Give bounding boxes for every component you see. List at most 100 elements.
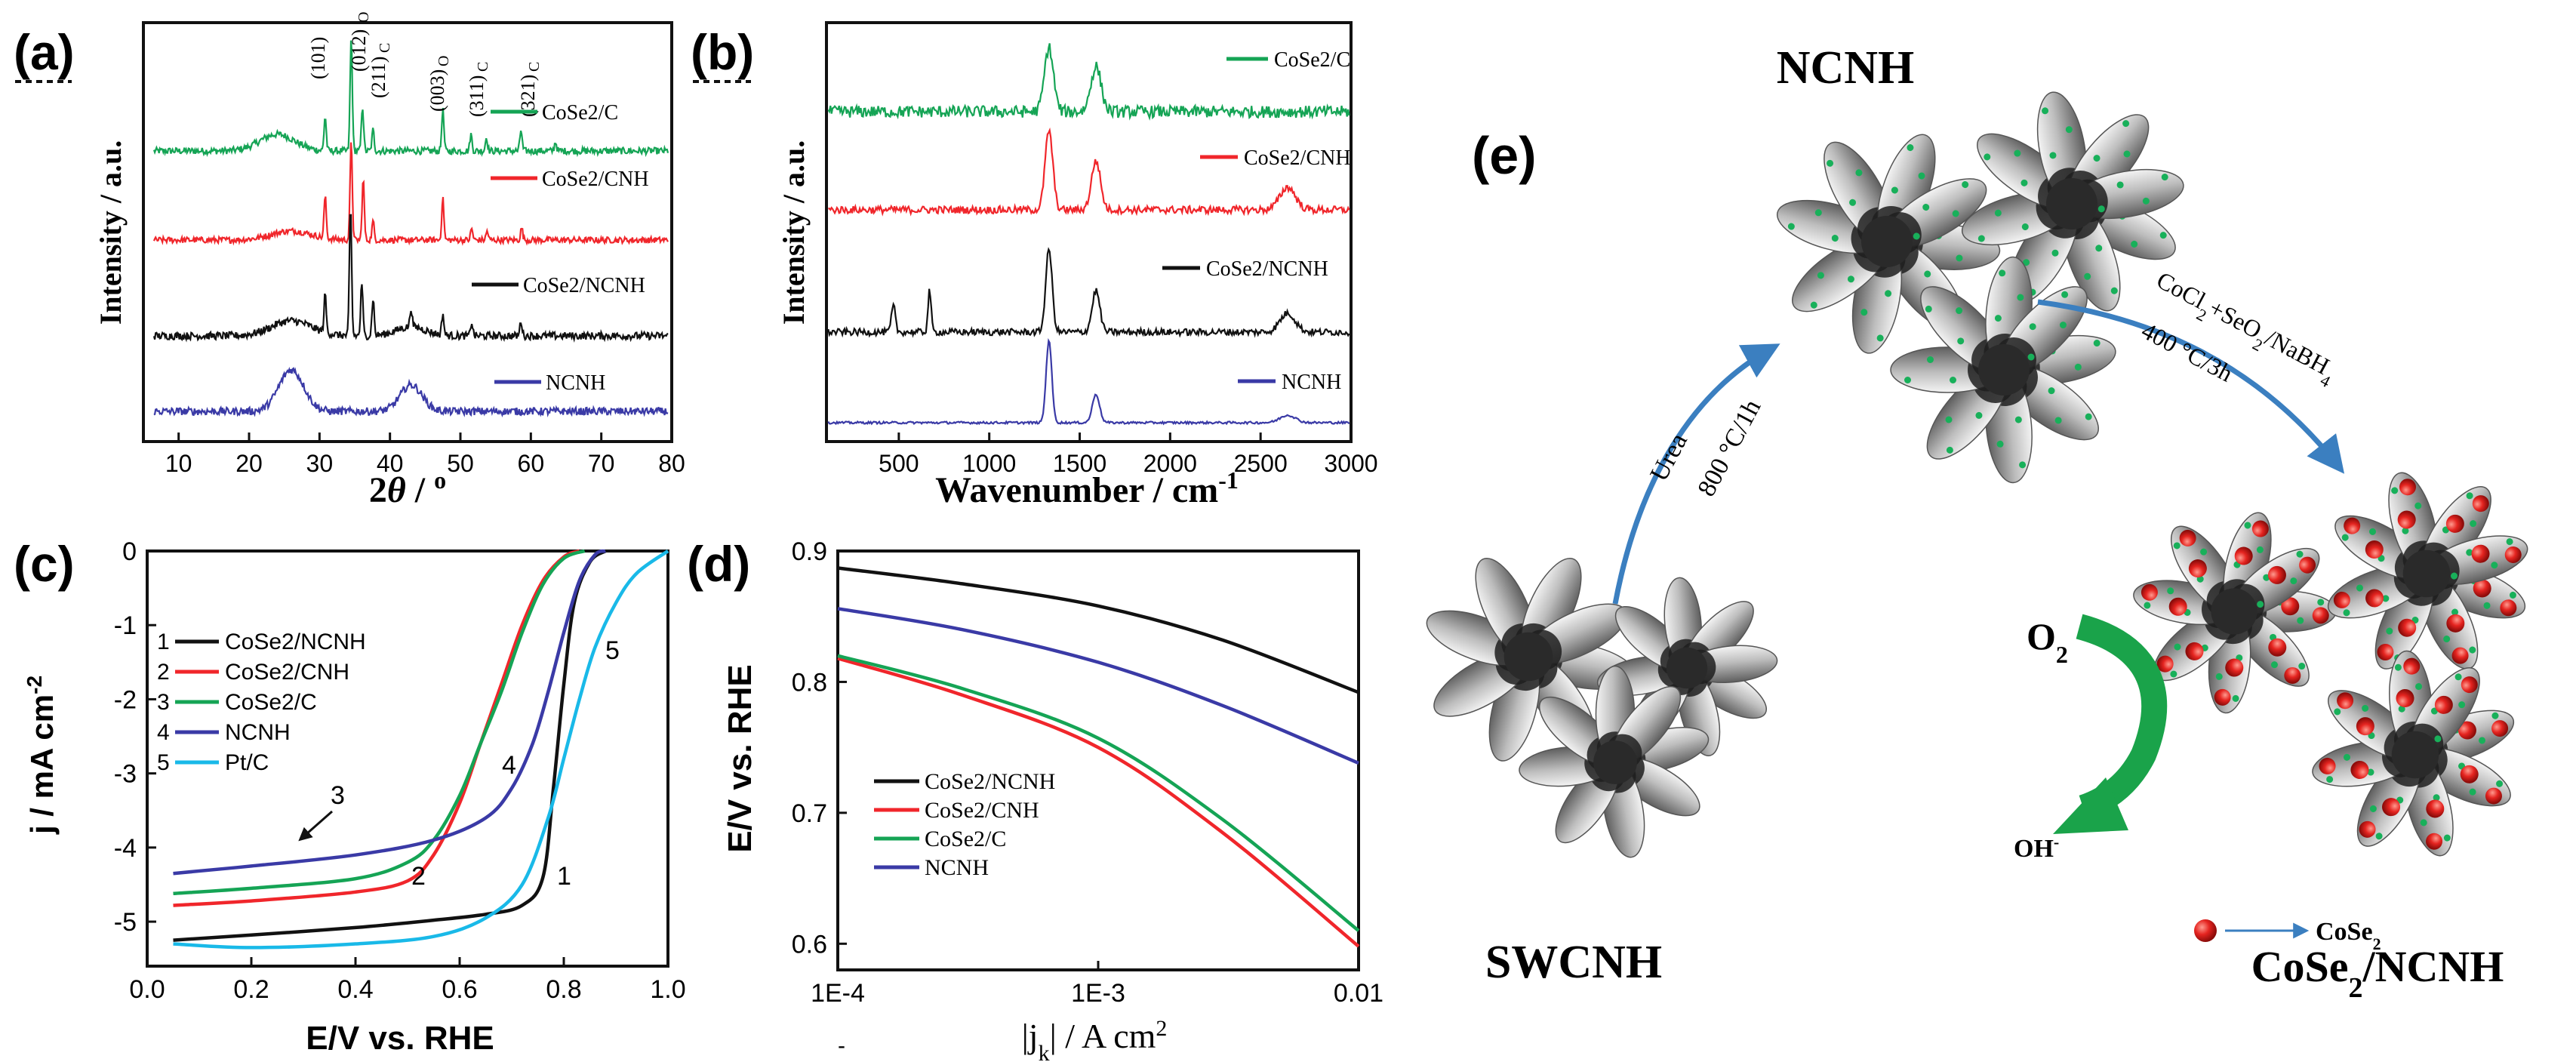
curve-c-label-5: 5	[605, 636, 620, 665]
xtick-label-a-30: 30	[306, 450, 334, 477]
peak-label-211: (211)	[368, 57, 389, 98]
tafel-curve-black	[837, 566, 1359, 694]
nitrogen-dot	[1855, 169, 1863, 177]
cose2-particle	[2365, 589, 2384, 608]
nitrogen-dot	[2159, 232, 2167, 239]
nitrogen-dot	[2123, 150, 2131, 158]
cose2-particle	[2337, 692, 2354, 710]
coating-reagent-label: CoCl2+SeO2/NaBH4	[2149, 266, 2341, 390]
nitrogen-dot	[1984, 153, 1991, 161]
nitrogen-dot	[1999, 269, 2006, 277]
cose2-particle	[2319, 757, 2336, 774]
nitrogen-dot	[2326, 776, 2334, 783]
urea-step-arrow	[1612, 343, 1780, 605]
xtick-label-c-0.8: 0.8	[546, 975, 581, 1004]
swcnh-label: SWCNH	[1485, 937, 1662, 988]
nitrogen-dot	[1945, 416, 1953, 423]
nitrogen-dot	[2483, 602, 2491, 609]
cose2-particle	[2188, 559, 2207, 578]
xtick-label-b-2000: 2000	[1143, 450, 1197, 477]
nitrogen-dot	[1996, 440, 2004, 448]
nitrogen-dot	[2014, 416, 2022, 423]
panel-d: (d) 1E-4 1E-3 0.01 0.9 0.8 0.7 0.6 |jk| / A cm…	[687, 536, 1383, 1062]
nitrogen-dot	[2443, 636, 2451, 643]
nitrogen-dot	[1810, 301, 1817, 309]
xrd-curve-black	[152, 214, 669, 343]
legend-c-num-5: 5	[157, 750, 170, 775]
cose2-particle	[2359, 820, 2376, 838]
nitrogen-dot	[2093, 155, 2101, 162]
cose2-particle	[2299, 556, 2316, 574]
nitrogen-dot	[2144, 602, 2151, 609]
nitrogen-dot	[2382, 595, 2390, 602]
cose2-particle	[2458, 721, 2476, 740]
panel-a: (a) 10 20 30 40 50 60 70 80 2θ / o Intensity / …	[14, 12, 685, 510]
nanohorn-cluster	[1890, 256, 2116, 484]
nitrogen-dot	[2084, 272, 2091, 280]
nitrogen-dot	[2232, 694, 2239, 702]
nitrogen-dot	[2042, 107, 2049, 115]
cose2-particle	[2434, 695, 2453, 714]
nitrogen-dot	[2451, 608, 2459, 616]
legend-c-label-1: CoSe2/NCNH	[225, 630, 366, 654]
panel-c-curves	[173, 549, 669, 950]
nitrogen-dot	[1814, 209, 1822, 217]
nitrogen-dot	[2049, 152, 2057, 159]
curve-c-label-2: 2	[411, 862, 426, 891]
nitrogen-dot	[2367, 768, 2374, 776]
legend-c-label-4: NCNH	[225, 720, 291, 745]
peak-sub-321: C	[526, 62, 543, 72]
nitrogen-dot	[2023, 259, 2030, 266]
nitrogen-dot	[1956, 254, 1963, 262]
xtick-label-b-2500: 2500	[1234, 450, 1288, 477]
nitrogen-dot	[2074, 363, 2082, 371]
nitrogen-dot	[2097, 205, 2105, 213]
nitrogen-dot	[2122, 120, 2130, 128]
nitrogen-dot	[2061, 291, 2069, 298]
nitrogen-dot	[2356, 584, 2363, 592]
xtick-label-c-0.4: 0.4	[337, 975, 373, 1004]
cose2-particle	[2214, 688, 2231, 706]
legend-d-label-blue: NCNH	[925, 855, 989, 880]
nitrogen-dot	[2167, 587, 2174, 595]
nitrogen-dot	[1891, 186, 1898, 194]
legend-c-num-3: 3	[157, 690, 170, 715]
peak-label-101: (101)	[307, 37, 329, 79]
xtick-label-a-80: 80	[658, 450, 685, 477]
nitrogen-dot	[2479, 737, 2486, 744]
cose2-particle	[2267, 565, 2286, 584]
xtick-label-a-40: 40	[377, 450, 404, 477]
legend-b-label-cose2-cnh: CoSe2/CNH	[1244, 146, 1351, 170]
cose2-particle	[2472, 495, 2489, 513]
nanohorn-cluster	[2327, 472, 2528, 670]
nitrogen-dot	[2051, 249, 2059, 257]
lsv-curve-1	[173, 549, 607, 942]
nitrogen-dot	[2174, 643, 2181, 651]
cose2-particle	[2281, 597, 2300, 616]
nitrogen-dot	[2244, 522, 2251, 529]
schematic-nanohorns	[1426, 91, 2528, 858]
panel-d-xlabel: |jk| / A cm2	[1022, 1016, 1168, 1062]
legend-d-label-black: CoSe2/NCNH	[925, 769, 1055, 794]
raman-curve-blue	[827, 337, 1350, 426]
panel-b-xticks: 500 1000 1500 2000 2500 3000	[879, 432, 1378, 477]
nitrogen-dot	[2296, 550, 2304, 558]
nitrogen-dot	[2509, 591, 2516, 599]
nitrogen-dot	[1849, 199, 1857, 206]
nitrogen-dot	[2466, 492, 2473, 500]
lsv-curve-5	[173, 549, 669, 950]
nitrogen-dot	[2256, 546, 2264, 553]
tafel-curve-green	[837, 654, 1360, 932]
panel-a-frame	[142, 21, 673, 443]
tafel-curve-red	[837, 657, 1360, 948]
xtick-label-a-20: 20	[235, 450, 263, 477]
cluster-center	[2391, 731, 2439, 779]
legend-c-num-4: 4	[157, 720, 170, 745]
nitrogen-dot	[2085, 413, 2092, 420]
nitrogen-dot	[2014, 149, 2021, 157]
nitrogen-dot	[2054, 417, 2062, 424]
panel-a-curves	[152, 40, 669, 418]
nitrogen-dot	[2375, 833, 2383, 840]
cose2-particle	[2333, 591, 2350, 608]
nitrogen-dot	[2469, 646, 2476, 654]
